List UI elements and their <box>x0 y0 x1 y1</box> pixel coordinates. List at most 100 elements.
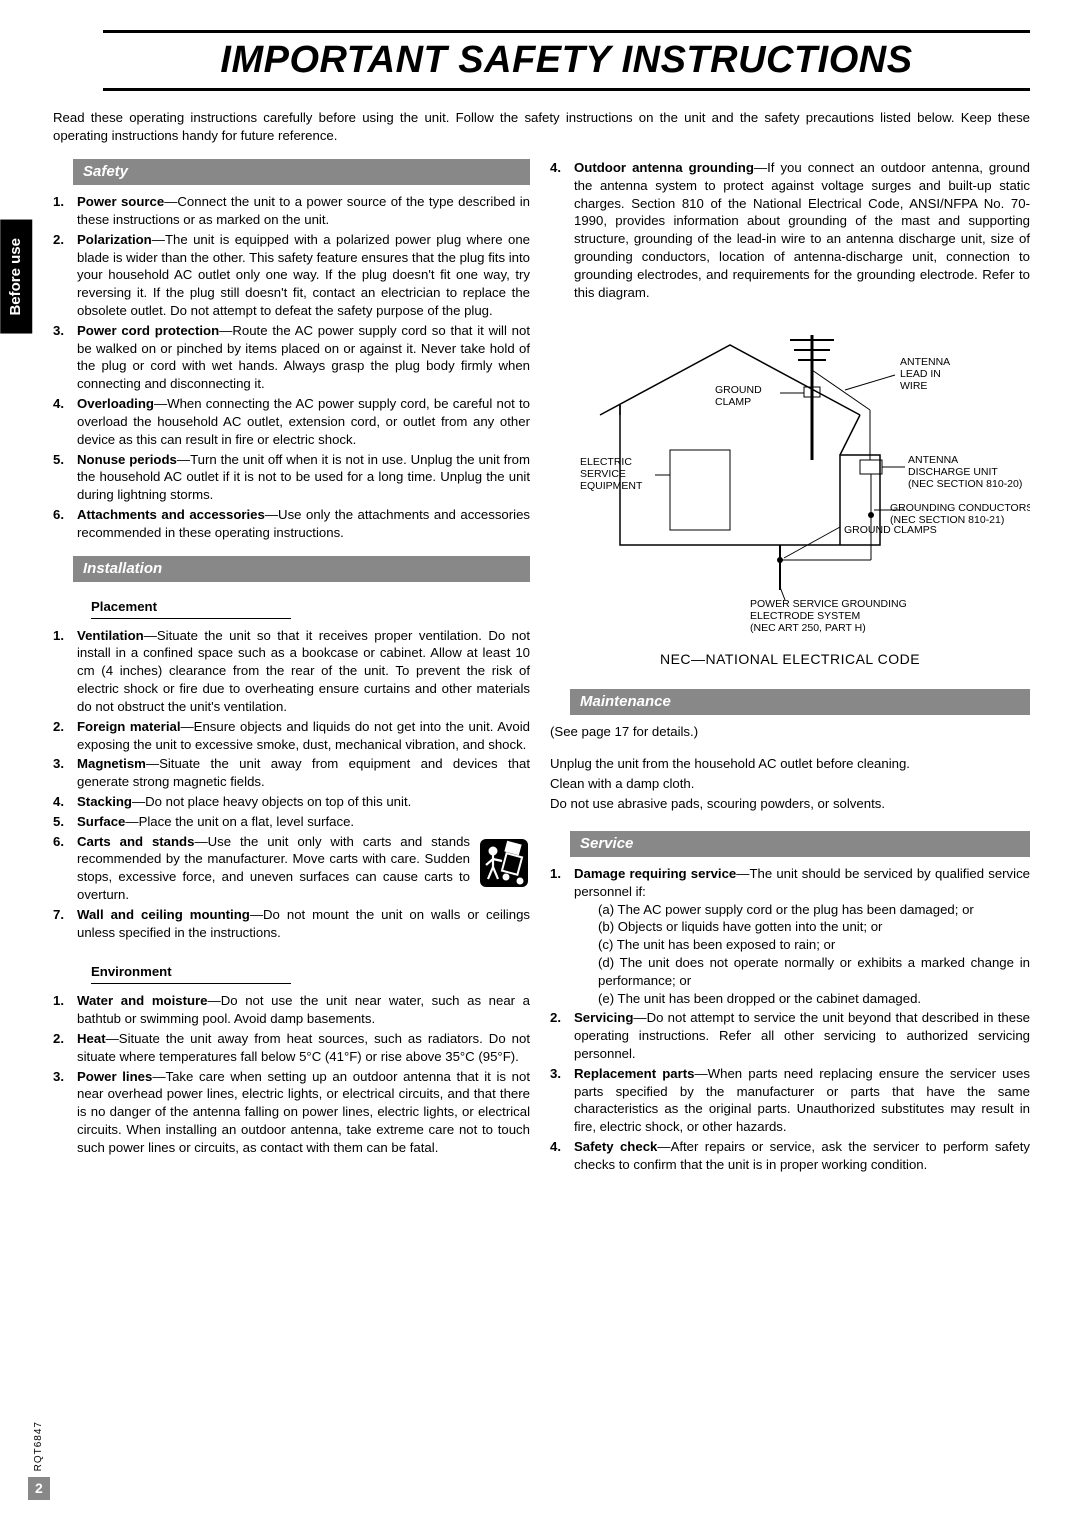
svg-text:LEAD IN: LEAD IN <box>900 368 941 380</box>
svg-text:CLAMP: CLAMP <box>715 396 751 408</box>
list-text: Nonuse periods—Turn the unit off when it… <box>77 451 530 504</box>
svg-text:POWER SERVICE GROUNDING: POWER SERVICE GROUNDING <box>750 598 907 610</box>
list-num: 2. <box>53 718 77 754</box>
maint-seepage: (See page 17 for details.) <box>550 723 1030 741</box>
list-text: Foreign material—Ensure objects and liqu… <box>77 718 530 754</box>
list-item: 5.Surface—Place the unit on a flat, leve… <box>53 813 530 831</box>
list-text: Heat—Situate the unit away from heat sou… <box>77 1030 530 1066</box>
list-text: Wall and ceiling mounting—Do not mount t… <box>77 906 530 942</box>
list-text: Power cord protection—Route the AC power… <box>77 322 530 393</box>
intro-text: Read these operating instructions carefu… <box>53 109 1030 145</box>
cart-tip-icon <box>478 837 530 889</box>
svg-text:EQUIPMENT: EQUIPMENT <box>580 480 643 492</box>
svg-text:GROUND CLAMPS: GROUND CLAMPS <box>844 524 937 536</box>
list-num: 4. <box>550 159 574 302</box>
list-text: Servicing—Do not attempt to service the … <box>574 1009 1030 1062</box>
list-item: 2.Heat—Situate the unit away from heat s… <box>53 1030 530 1066</box>
environment-subheader: Environment <box>91 963 291 984</box>
list-num: 6. <box>53 833 77 904</box>
list-text: Carts and stands—Use the unit only with … <box>77 833 530 904</box>
list-item: 1.Ventilation—Situate the unit so that i… <box>53 627 530 716</box>
list-item: 6. Carts and stands—Use the unit only wi… <box>53 833 530 904</box>
list-num: 1. <box>53 992 77 1028</box>
list-text: Attachments and accessories—Use only the… <box>77 506 530 542</box>
svg-text:DISCHARGE UNIT: DISCHARGE UNIT <box>908 466 998 478</box>
list-num: 4. <box>550 1138 574 1174</box>
list-item: 1.Power source—Connect the unit to a pow… <box>53 193 530 229</box>
list-item: 4.Overloading—When connecting the AC pow… <box>53 395 530 448</box>
list-item: 2.Foreign material—Ensure objects and li… <box>53 718 530 754</box>
environment-list: 1.Water and moisture—Do not use the unit… <box>53 992 530 1156</box>
list-num: 2. <box>53 1030 77 1066</box>
svg-text:ANTENNA: ANTENNA <box>900 356 950 368</box>
list-text: Damage requiring service—The unit should… <box>574 865 1030 1008</box>
svg-text:GROUNDING CONDUCTORS: GROUNDING CONDUCTORS <box>890 502 1030 514</box>
list-num: 3. <box>53 322 77 393</box>
right-column: 4. Outdoor antenna grounding—If you conn… <box>550 159 1030 1188</box>
list-item: 5.Nonuse periods—Turn the unit off when … <box>53 451 530 504</box>
list-num: 5. <box>53 813 77 831</box>
maint-line: Do not use abrasive pads, scouring powde… <box>550 795 1030 813</box>
svg-text:SERVICE: SERVICE <box>580 468 626 480</box>
doc-code: RQT6847 <box>32 1421 46 1471</box>
list-num: 5. <box>53 451 77 504</box>
sub-item: (a) The AC power supply cord or the plug… <box>598 901 1030 919</box>
list-item: 2.Servicing—Do not attempt to service th… <box>550 1009 1030 1062</box>
sub-item: (c) The unit has been exposed to rain; o… <box>598 936 1030 954</box>
list-text: Power source—Connect the unit to a power… <box>77 193 530 229</box>
list-text: Overloading—When connecting the AC power… <box>77 395 530 448</box>
page-number: 2 <box>28 1477 50 1500</box>
list-num: 1. <box>550 865 574 1008</box>
list-text: Water and moisture—Do not use the unit n… <box>77 992 530 1028</box>
service-list: 1.Damage requiring service—The unit shou… <box>550 865 1030 1174</box>
sub-item: (e) The unit has been dropped or the cab… <box>598 990 1030 1008</box>
list-num: 4. <box>53 395 77 448</box>
list-item: 3.Power cord protection—Route the AC pow… <box>53 322 530 393</box>
list-item: 3.Replacement parts—When parts need repl… <box>550 1065 1030 1136</box>
list-num: 3. <box>550 1065 574 1136</box>
page-title: IMPORTANT SAFETY INSTRUCTIONS <box>103 30 1030 91</box>
placement-subheader: Placement <box>91 598 291 619</box>
svg-text:ELECTRIC: ELECTRIC <box>580 456 632 468</box>
list-text: Outdoor antenna grounding—If you connect… <box>574 159 1030 302</box>
list-num: 4. <box>53 793 77 811</box>
list-text: Ventilation—Situate the unit so that it … <box>77 627 530 716</box>
maintenance-header: Maintenance <box>570 689 1030 715</box>
list-num: 2. <box>550 1009 574 1062</box>
maint-line: Unplug the unit from the household AC ou… <box>550 755 1030 773</box>
grounding-diagram: ANTENNA LEAD IN WIRE GROUND CLAMP ANTENN… <box>560 315 1030 640</box>
svg-text:ANTENNA: ANTENNA <box>908 454 958 466</box>
left-column: Safety 1.Power source—Connect the unit t… <box>53 159 530 1188</box>
safety-list: 1.Power source—Connect the unit to a pow… <box>53 193 530 541</box>
list-text: Polarization—The unit is equipped with a… <box>77 231 530 320</box>
list-num: 2. <box>53 231 77 320</box>
side-tab: Before use <box>0 220 32 334</box>
list-num: 6. <box>53 506 77 542</box>
list-text: Surface—Place the unit on a flat, level … <box>77 813 530 831</box>
list-num: 7. <box>53 906 77 942</box>
svg-text:GROUND: GROUND <box>715 384 762 396</box>
list-text: Magnetism—Situate the unit away from equ… <box>77 755 530 791</box>
placement-list: 1.Ventilation—Situate the unit so that i… <box>53 627 530 942</box>
installation-header: Installation <box>73 556 530 582</box>
list-text: Safety check—After repairs or service, a… <box>574 1138 1030 1174</box>
list-text: Stacking—Do not place heavy objects on t… <box>77 793 530 811</box>
list-item: 3.Magnetism—Situate the unit away from e… <box>53 755 530 791</box>
page-footer: RQT6847 2 <box>28 1421 50 1500</box>
list-item: 1.Water and moisture—Do not use the unit… <box>53 992 530 1028</box>
list-item: 7.Wall and ceiling mounting—Do not mount… <box>53 906 530 942</box>
list-num: 3. <box>53 1068 77 1157</box>
sub-item: (b) Objects or liquids have gotten into … <box>598 918 1030 936</box>
maint-line: Clean with a damp cloth. <box>550 775 1030 793</box>
svg-text:ELECTRODE SYSTEM: ELECTRODE SYSTEM <box>750 610 860 622</box>
service-header: Service <box>570 831 1030 857</box>
svg-text:(NEC SECTION 810-20): (NEC SECTION 810-20) <box>908 478 1022 490</box>
svg-text:WIRE: WIRE <box>900 380 927 392</box>
list-item: 4.Safety check—After repairs or service,… <box>550 1138 1030 1174</box>
list-num: 1. <box>53 193 77 229</box>
list-item: 2.Polarization—The unit is equipped with… <box>53 231 530 320</box>
outdoor-antenna-item: 4. Outdoor antenna grounding—If you conn… <box>550 159 1030 302</box>
list-item: 1.Damage requiring service—The unit shou… <box>550 865 1030 1008</box>
list-item: 6.Attachments and accessories—Use only t… <box>53 506 530 542</box>
list-text: Replacement parts—When parts need replac… <box>574 1065 1030 1136</box>
